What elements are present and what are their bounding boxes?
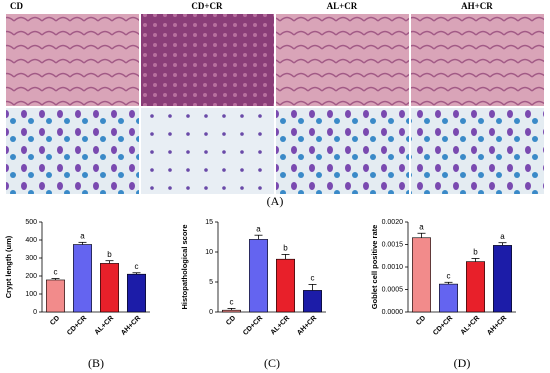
y-tick-label: 100 [25,291,37,298]
image-label: CD [10,1,23,11]
bar [493,245,512,313]
y-tick-label: 0.0005 [382,286,404,293]
image [276,14,409,106]
panel-label: (C) [264,356,280,370]
bar [100,263,119,313]
image-label: CD+CR [191,1,223,11]
y-tick-label: 300 [25,255,37,262]
x-tick-label: AH+CR [296,315,318,337]
bar [466,261,485,313]
annotation: a [500,232,505,241]
x-tick-label: AL+CR [460,315,482,337]
bar [303,290,322,313]
y-tick-label: 500 [25,219,37,226]
y-tick-label: 5 [209,279,213,286]
y-tick-label: 0.0015 [382,241,404,248]
x-tick-label: CD+CR [66,315,88,337]
annotation: c [447,271,451,280]
x-tick-label: AL+CR [270,315,292,337]
image [411,14,544,106]
annotation: a [419,222,424,231]
x-tick-label: CD [415,315,427,327]
annotation: b [283,244,288,253]
image-label: AL+CR [327,1,358,11]
bar [73,244,92,313]
image [6,14,139,106]
bar [222,309,241,313]
y-tick-label: 0.0000 [382,309,404,316]
y-tick-label: 400 [25,237,37,244]
y-tick-label: 15 [205,219,213,226]
y-tick-label: 10 [205,249,213,256]
annotation: c [230,298,234,307]
annotation: a [80,231,85,240]
image [6,108,139,194]
bar [439,283,458,313]
y-tick-label: 0.0010 [382,264,404,271]
annotation: b [107,250,112,259]
y-tick-label: 0 [209,309,213,316]
bar [276,258,295,313]
bar [249,239,268,313]
bar [412,237,431,313]
annotation: c [135,262,139,271]
x-tick-label: AH+CR [486,315,508,337]
panel-label: (A) [267,194,284,208]
annotation: b [473,248,478,257]
x-tick-label: CD+CR [432,315,454,337]
x-tick-label: CD [49,315,61,327]
y-axis-title: Goblet cell positive rate [370,225,379,310]
annotation: c [311,274,315,283]
annotation: c [54,268,58,277]
x-tick-label: CD+CR [242,315,264,337]
y-axis-title: Crypt length (um) [4,235,13,298]
bar [127,273,146,313]
histology-images [6,14,544,194]
bar [46,279,65,313]
annotation: a [256,224,261,233]
image [411,108,544,194]
x-tick-label: AH+CR [120,315,142,337]
y-tick-label: 0.0020 [382,219,404,226]
y-axis-title: Histopathological score [180,224,189,309]
image [141,14,274,106]
panel-label: (D) [454,356,471,370]
x-tick-label: AL+CR [94,315,116,337]
image-label: AH+CR [461,1,493,11]
image [141,108,274,194]
y-tick-label: 200 [25,273,37,280]
x-tick-label: CD [225,315,237,327]
panel-label: (B) [88,356,104,370]
y-tick-label: 0 [33,309,37,316]
image [276,108,409,194]
